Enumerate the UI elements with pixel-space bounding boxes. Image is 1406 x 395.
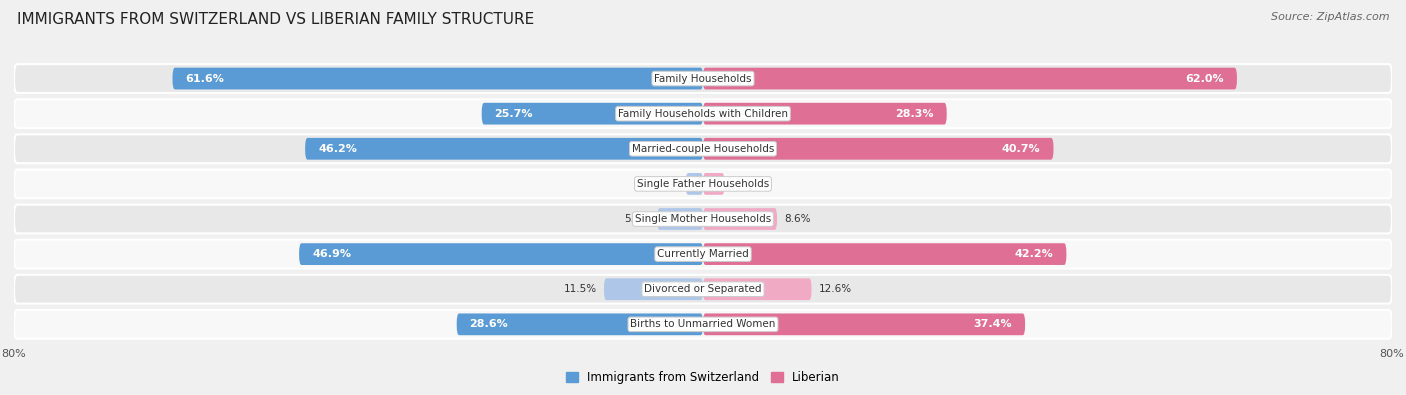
FancyBboxPatch shape bbox=[14, 275, 1392, 304]
Text: Married-couple Households: Married-couple Households bbox=[631, 144, 775, 154]
Text: 61.6%: 61.6% bbox=[186, 73, 225, 84]
FancyBboxPatch shape bbox=[703, 278, 811, 300]
FancyBboxPatch shape bbox=[605, 278, 703, 300]
FancyBboxPatch shape bbox=[703, 138, 1053, 160]
FancyBboxPatch shape bbox=[14, 240, 1392, 269]
Text: IMMIGRANTS FROM SWITZERLAND VS LIBERIAN FAMILY STRUCTURE: IMMIGRANTS FROM SWITZERLAND VS LIBERIAN … bbox=[17, 12, 534, 27]
FancyBboxPatch shape bbox=[14, 310, 1392, 339]
FancyBboxPatch shape bbox=[482, 103, 703, 124]
FancyBboxPatch shape bbox=[14, 169, 1392, 198]
Text: 5.3%: 5.3% bbox=[624, 214, 651, 224]
FancyBboxPatch shape bbox=[703, 68, 1237, 89]
FancyBboxPatch shape bbox=[658, 208, 703, 230]
Text: 37.4%: 37.4% bbox=[973, 319, 1012, 329]
Text: Currently Married: Currently Married bbox=[657, 249, 749, 259]
Text: Family Households: Family Households bbox=[654, 73, 752, 84]
Text: 25.7%: 25.7% bbox=[495, 109, 533, 118]
Text: Single Father Households: Single Father Households bbox=[637, 179, 769, 189]
FancyBboxPatch shape bbox=[703, 208, 778, 230]
Text: 2.0%: 2.0% bbox=[652, 179, 679, 189]
Text: Single Mother Households: Single Mother Households bbox=[636, 214, 770, 224]
Text: 28.6%: 28.6% bbox=[470, 319, 509, 329]
Text: 42.2%: 42.2% bbox=[1015, 249, 1053, 259]
Text: 62.0%: 62.0% bbox=[1185, 73, 1225, 84]
Text: 12.6%: 12.6% bbox=[818, 284, 852, 294]
Text: 11.5%: 11.5% bbox=[564, 284, 598, 294]
FancyBboxPatch shape bbox=[457, 314, 703, 335]
FancyBboxPatch shape bbox=[173, 68, 703, 89]
FancyBboxPatch shape bbox=[299, 243, 703, 265]
Text: Births to Unmarried Women: Births to Unmarried Women bbox=[630, 319, 776, 329]
Text: Divorced or Separated: Divorced or Separated bbox=[644, 284, 762, 294]
Text: 46.9%: 46.9% bbox=[312, 249, 352, 259]
FancyBboxPatch shape bbox=[14, 99, 1392, 128]
Text: 40.7%: 40.7% bbox=[1002, 144, 1040, 154]
FancyBboxPatch shape bbox=[703, 314, 1025, 335]
FancyBboxPatch shape bbox=[14, 64, 1392, 93]
Text: 46.2%: 46.2% bbox=[318, 144, 357, 154]
FancyBboxPatch shape bbox=[14, 134, 1392, 163]
Text: Family Households with Children: Family Households with Children bbox=[619, 109, 787, 118]
Text: 2.5%: 2.5% bbox=[731, 179, 758, 189]
Text: Source: ZipAtlas.com: Source: ZipAtlas.com bbox=[1271, 12, 1389, 22]
FancyBboxPatch shape bbox=[703, 103, 946, 124]
FancyBboxPatch shape bbox=[305, 138, 703, 160]
FancyBboxPatch shape bbox=[14, 205, 1392, 233]
Text: 28.3%: 28.3% bbox=[896, 109, 934, 118]
FancyBboxPatch shape bbox=[703, 173, 724, 195]
Text: 8.6%: 8.6% bbox=[785, 214, 810, 224]
FancyBboxPatch shape bbox=[703, 243, 1066, 265]
FancyBboxPatch shape bbox=[686, 173, 703, 195]
Legend: Immigrants from Switzerland, Liberian: Immigrants from Switzerland, Liberian bbox=[561, 367, 845, 389]
